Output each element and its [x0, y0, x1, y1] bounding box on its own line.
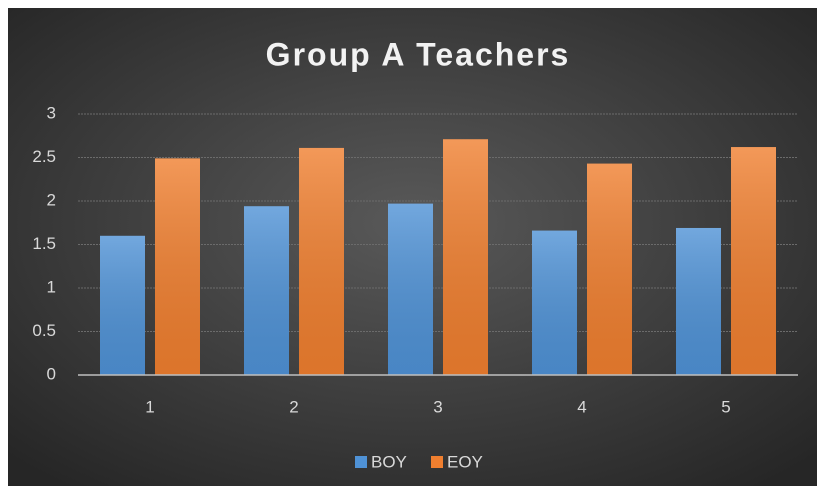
bar: [587, 163, 632, 375]
y-tick-label: 0.5: [32, 321, 56, 340]
x-tick-label: 2: [289, 397, 298, 416]
legend-swatch: [431, 456, 443, 468]
legend-swatch: [355, 456, 367, 468]
legend-label: EOY: [447, 452, 483, 471]
x-tick-label: 3: [433, 397, 442, 416]
bar: [532, 230, 577, 375]
chart-title: Group A Teachers: [266, 36, 571, 72]
bar: [443, 139, 488, 375]
y-tick-label: 1: [47, 277, 56, 296]
y-tick-label: 2: [47, 190, 56, 209]
y-tick-label: 0: [47, 364, 56, 383]
bar: [100, 235, 145, 375]
bar: [731, 147, 776, 375]
legend-label: BOY: [371, 452, 407, 471]
bar: [244, 206, 289, 375]
bar: [299, 147, 344, 375]
x-tick-label: 4: [577, 397, 586, 416]
y-tick-label: 1.5: [32, 234, 56, 253]
x-tick-label: 5: [721, 397, 730, 416]
x-tick-label: 1: [145, 397, 154, 416]
y-tick-label: 2.5: [32, 147, 56, 166]
y-tick-label: 3: [47, 103, 56, 122]
bar: [388, 203, 433, 375]
bar: [155, 158, 200, 375]
bar: [676, 227, 721, 375]
